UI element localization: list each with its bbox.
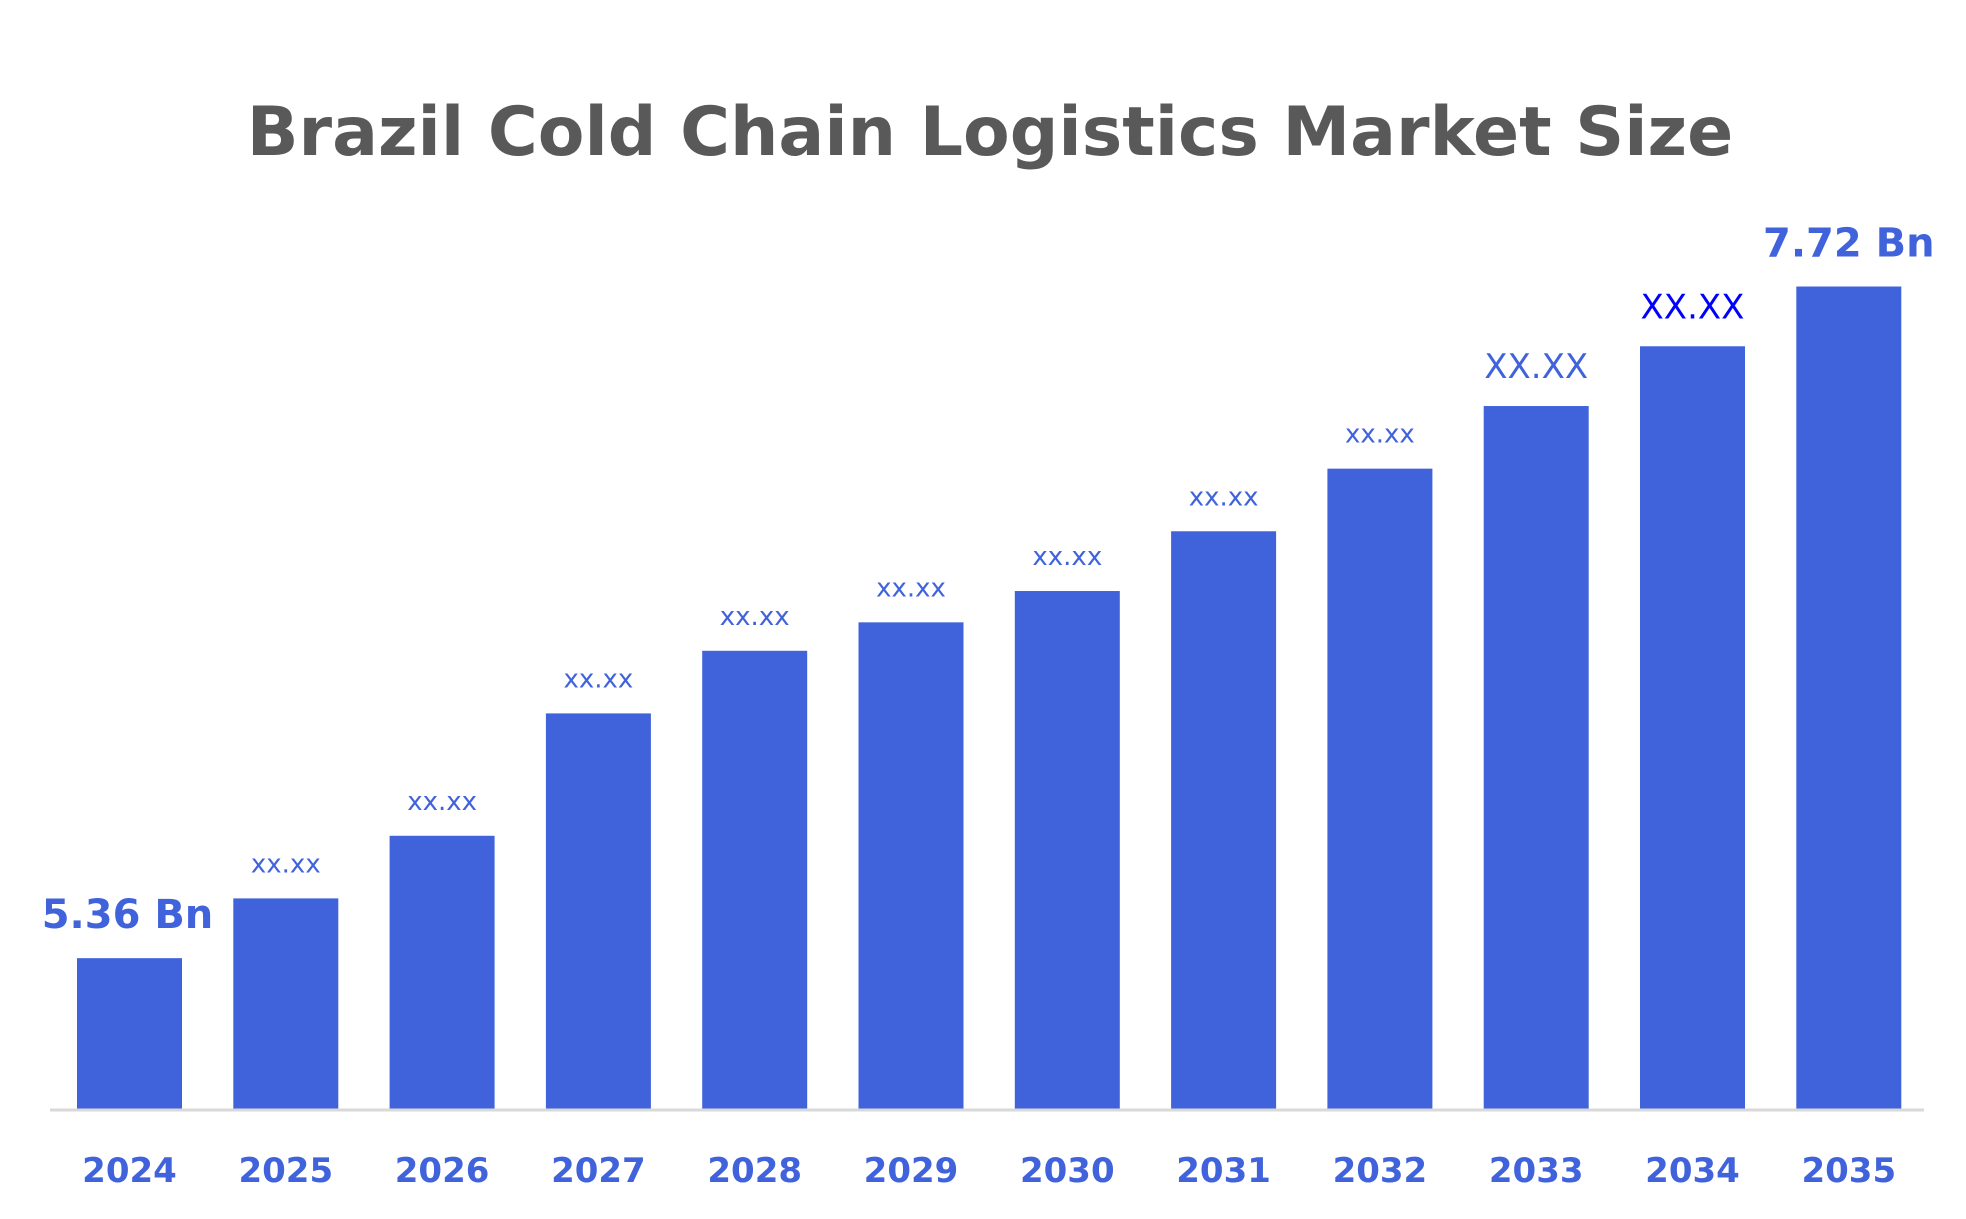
data-label-2034: XX.XX [1641,287,1745,327]
x-tick-label-2033: 2033 [1489,1151,1584,1191]
data-label-2030: xx.xx [1032,542,1102,572]
bar-2034 [1640,346,1745,1110]
data-label-2033: XX.XX [1484,347,1588,387]
x-tick-label-2029: 2029 [864,1151,959,1191]
x-tick-label-2030: 2030 [1020,1151,1115,1191]
data-label-2035: 7.72 Bn [1763,221,1935,267]
data-label-2029: xx.xx [876,573,946,603]
x-tick-label-2031: 2031 [1176,1151,1271,1191]
x-tick-label-2027: 2027 [551,1151,646,1191]
data-label-2032: xx.xx [1345,420,1415,450]
bar-2031 [1171,531,1277,1109]
data-label-2031: xx.xx [1189,482,1259,512]
bar-2027 [545,713,651,1109]
bar-2032 [1327,468,1433,1109]
bars-group [77,286,1902,1110]
bar-2024 [77,958,182,1109]
x-tick-labels-group: 2024 2025 2026 2027 2028 2029 2030 2031 2032 2033… [82,1151,1896,1191]
chart-title: Brazil Cold Chain Logistics Market Size [247,93,1734,172]
data-label-2027: xx.xx [563,664,633,694]
x-tick-label-2032: 2032 [1333,1151,1428,1191]
data-label-2025: xx.xx [251,849,321,879]
bar-2030 [1014,591,1120,1109]
x-tick-label-2034: 2034 [1645,1151,1740,1191]
x-tick-label-2024: 2024 [82,1151,177,1191]
bar-2028 [702,650,808,1109]
x-tick-label-2025: 2025 [238,1151,333,1191]
x-tick-label-2028: 2028 [707,1151,802,1191]
bar-2035 [1796,286,1902,1110]
data-label-2028: xx.xx [720,602,790,632]
x-tick-label-2026: 2026 [395,1151,490,1191]
x-tick-label-2035: 2035 [1801,1151,1896,1191]
bar-2029 [858,622,964,1109]
data-labels-group: 5.36 Bn xx.xx xx.xx xx.xx xx.xx xx.xx xx.xx xx.… [42,221,1935,939]
data-label-2024: 5.36 Bn [42,892,214,938]
bar-2025 [233,898,339,1109]
bar-2026 [389,835,495,1109]
bar-2033 [1483,406,1589,1110]
data-label-2026: xx.xx [407,787,477,817]
